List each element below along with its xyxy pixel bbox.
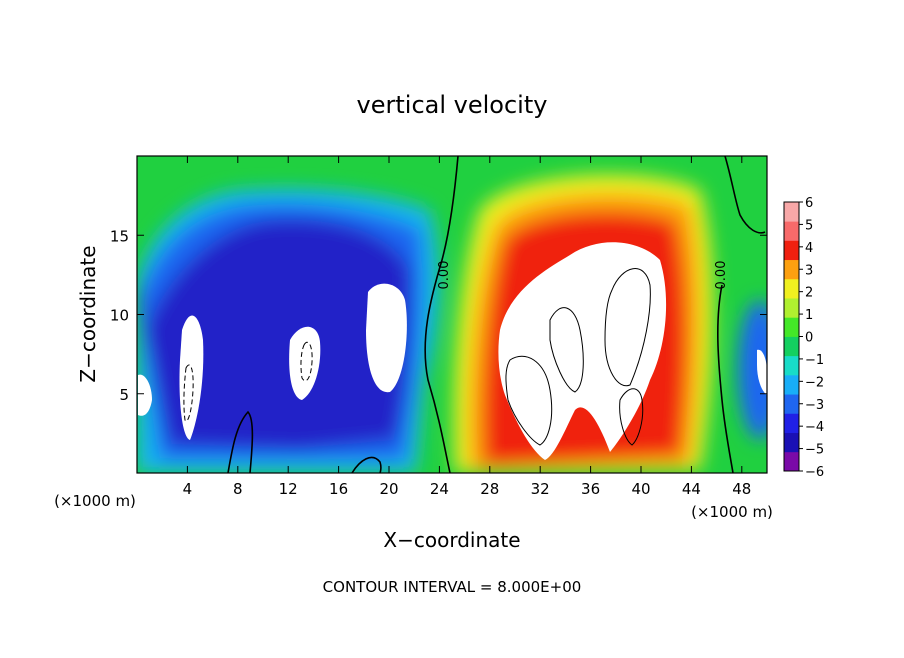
colorbar-label: 5 bbox=[805, 218, 813, 233]
colorbar-label: 1 bbox=[805, 308, 813, 323]
y-axis-label: Z−coordinate bbox=[76, 245, 100, 382]
colorbar-label: −3 bbox=[805, 398, 824, 413]
colorbar-label: 3 bbox=[805, 263, 813, 278]
colorbar-label: 2 bbox=[805, 286, 813, 301]
colorbar-label: −2 bbox=[805, 375, 824, 390]
zero-contour-bottom-left bbox=[227, 410, 254, 473]
x-tick-label: 16 bbox=[329, 480, 348, 498]
downdraft-contour-a bbox=[183, 364, 194, 422]
colorbar-swatch bbox=[784, 317, 799, 337]
y-tick-label: 15 bbox=[110, 227, 129, 245]
x-tick-label: 28 bbox=[480, 480, 499, 498]
x-tick-label: 32 bbox=[531, 480, 550, 498]
x-tick-label: 40 bbox=[631, 480, 650, 498]
chart-title: vertical velocity bbox=[357, 91, 548, 119]
x-axis-label: X−coordinate bbox=[383, 528, 520, 552]
colorbar-swatch bbox=[784, 413, 799, 433]
x-axis-ticks: 4 8 12 16 20 24 28 32 36 40 44 48 bbox=[183, 156, 751, 498]
downdraft-right-edge bbox=[738, 300, 767, 440]
colorbar-label: 0 bbox=[805, 331, 813, 346]
plot-area bbox=[137, 156, 767, 473]
colorbar-label: 4 bbox=[805, 241, 813, 256]
contour-label-left: 0.00 bbox=[437, 261, 452, 290]
colorbar-swatch bbox=[784, 355, 799, 376]
saturated-blob-4 bbox=[498, 242, 667, 460]
x-tick-label: 24 bbox=[430, 480, 449, 498]
x-unit-left: (×1000 m) bbox=[54, 492, 136, 510]
x-tick-label: 4 bbox=[183, 480, 193, 498]
colorbar-label: −6 bbox=[805, 465, 824, 480]
updraft-contour-a bbox=[505, 355, 553, 446]
colorbar-label: 6 bbox=[805, 196, 813, 211]
downdraft-core bbox=[145, 219, 410, 450]
colorbar-label: −4 bbox=[805, 420, 824, 435]
y-tick-label: 10 bbox=[110, 307, 129, 325]
contour-label-right: 0.00 bbox=[714, 261, 729, 290]
colorbar-label: −5 bbox=[805, 443, 824, 458]
saturated-blob-3 bbox=[366, 283, 407, 393]
saturated-blob-2 bbox=[289, 326, 321, 400]
footer-note: CONTOUR INTERVAL = 8.000E+00 bbox=[323, 578, 582, 596]
saturated-blob-5 bbox=[138, 374, 152, 416]
colorbar-label: −1 bbox=[805, 353, 824, 368]
colorbar-swatch bbox=[784, 259, 799, 280]
saturated-blob-6 bbox=[757, 349, 767, 395]
x-tick-label: 8 bbox=[233, 480, 243, 498]
contour-lines bbox=[183, 156, 766, 473]
zero-contour-bottom-mid bbox=[351, 456, 382, 473]
x-unit-right: (×1000 m) bbox=[691, 503, 773, 521]
x-tick-label: 44 bbox=[682, 480, 701, 498]
saturated-regions bbox=[138, 242, 767, 460]
colorbar-swatch bbox=[784, 202, 799, 222]
zero-contour-right bbox=[717, 156, 766, 473]
zero-contour-left bbox=[424, 156, 459, 473]
downdraft-contour-b bbox=[300, 341, 313, 382]
colorbar-swatch bbox=[784, 432, 799, 453]
colorbar-swatch bbox=[784, 221, 799, 241]
x-tick-label: 48 bbox=[732, 480, 751, 498]
y-tick-label: 5 bbox=[119, 386, 129, 404]
saturated-blob-1 bbox=[179, 315, 204, 440]
x-tick-label: 20 bbox=[379, 480, 398, 498]
colorbar-swatch bbox=[784, 451, 799, 472]
colorbar-swatch bbox=[784, 394, 799, 414]
colorbar-swatch bbox=[784, 374, 799, 395]
updraft-contour-c bbox=[604, 268, 651, 387]
y-axis-ticks: 5 10 15 bbox=[110, 227, 767, 404]
colorbar-swatch bbox=[784, 336, 799, 357]
x-tick-label: 12 bbox=[279, 480, 298, 498]
colorbar-swatch bbox=[784, 298, 799, 318]
colorbar: −6 −5 −4 −3 −2 −1 0 1 2 3 4 5 6 bbox=[783, 196, 824, 480]
colorbar-swatch bbox=[784, 278, 799, 299]
colorbar-swatch bbox=[784, 240, 799, 261]
x-tick-label: 36 bbox=[581, 480, 600, 498]
updraft-contour-b bbox=[549, 307, 584, 393]
updraft-contour-d bbox=[619, 388, 644, 446]
